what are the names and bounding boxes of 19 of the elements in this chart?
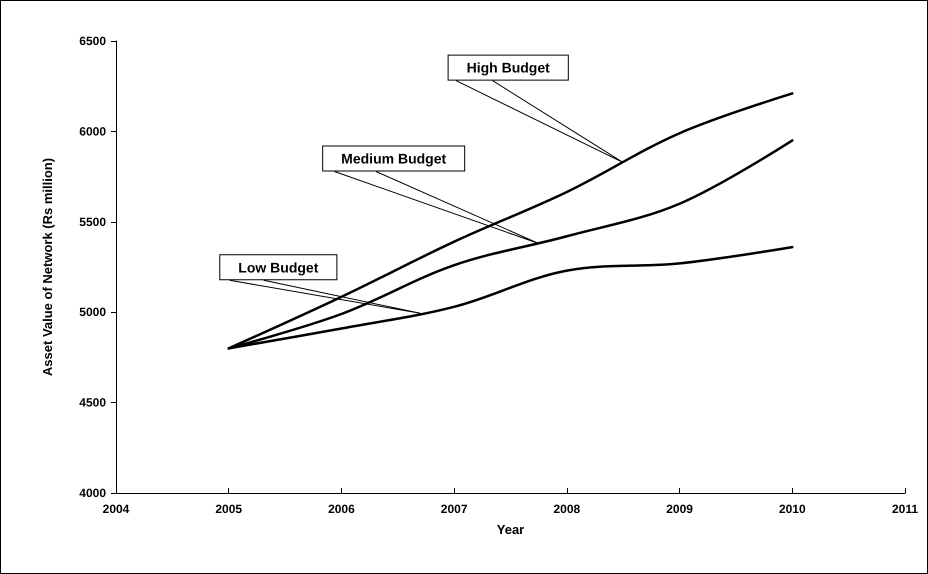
y-tick-label: 6500: [79, 34, 106, 48]
y-tick-label: 4500: [79, 396, 106, 410]
x-tick-label: 2008: [554, 502, 581, 516]
y-tick-label: 6000: [79, 124, 106, 138]
x-tick-label: 2006: [328, 502, 356, 516]
text: Medium Budget: [341, 150, 447, 166]
text: High Budget: [466, 60, 550, 76]
x-tick-label: 2011: [892, 502, 918, 516]
y-tick-label: 5000: [79, 305, 106, 320]
x-tick-label: 2010: [778, 502, 806, 516]
text: Low Budget: [238, 259, 319, 276]
x-tick-label: 2007: [440, 502, 468, 516]
y-axis-title: Asset Value of Network (Rs million): [40, 158, 55, 376]
y-tick-label: 4000: [79, 486, 106, 500]
x-tick-label: 2009: [666, 502, 694, 516]
x-axis-title: Year: [496, 522, 524, 537]
x-tick-label: 2004: [102, 502, 130, 516]
y-tick-label: 5500: [79, 214, 106, 229]
x-tick-label: 2005: [215, 502, 242, 516]
